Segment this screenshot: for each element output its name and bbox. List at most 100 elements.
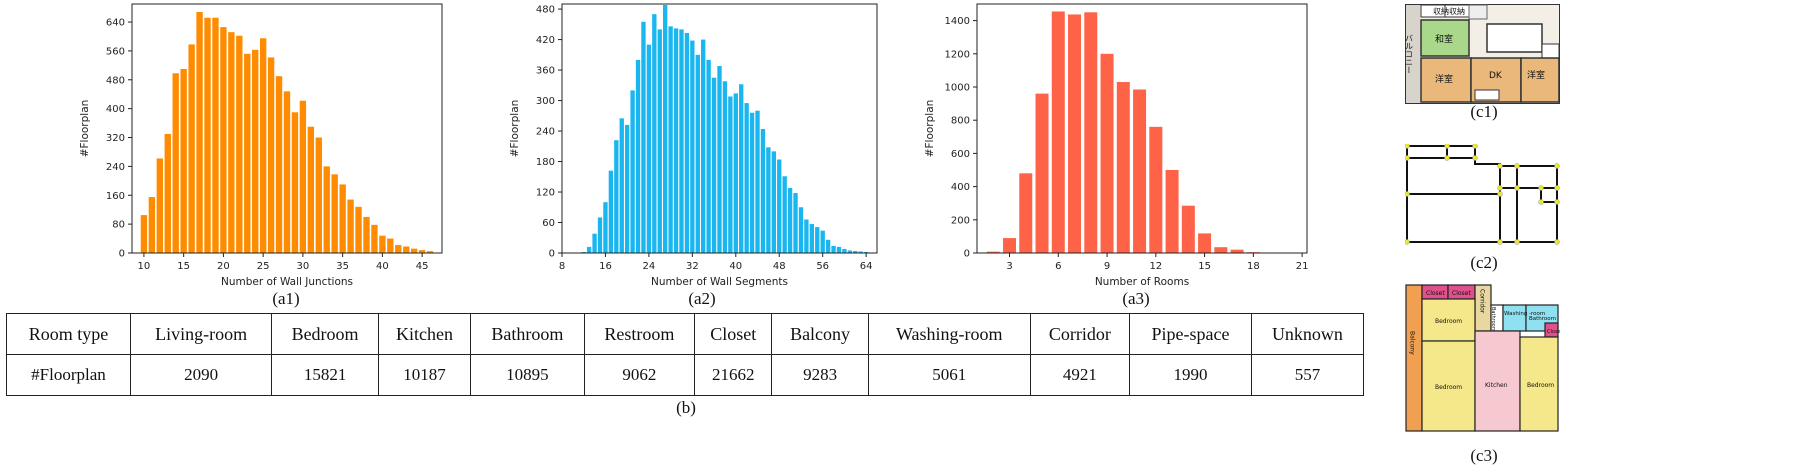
room-label-closet-3: Closet <box>1547 329 1560 335</box>
bar <box>619 118 624 253</box>
bar <box>739 84 744 253</box>
bar <box>1133 89 1147 254</box>
bar <box>673 28 679 253</box>
bar <box>252 49 259 253</box>
bar <box>148 197 156 253</box>
table-header-cell: Closet <box>694 313 773 355</box>
bar <box>809 224 814 253</box>
bar <box>804 219 809 253</box>
bar <box>711 77 717 254</box>
bar <box>395 245 402 253</box>
x-tick-label: 8 <box>559 261 565 272</box>
fp-label-closet-2: 収納 <box>1449 6 1465 16</box>
y-tick-label: 1000 <box>945 83 970 94</box>
floorplan-room-labels: Closet Closet Closet Corridor Washing -r… <box>1405 283 1563 438</box>
caption-b: (b) <box>676 398 696 417</box>
bar <box>371 224 378 253</box>
bar <box>625 124 630 253</box>
y-tick-label: 120 <box>536 188 555 199</box>
fp-label-closet-1: 収納 <box>1433 6 1449 16</box>
y-tick-label: 400 <box>951 182 970 193</box>
fp-label-yoshitsu-1: 洋室 <box>1435 73 1453 85</box>
bar <box>331 174 338 253</box>
bar <box>831 245 836 253</box>
bar <box>355 206 362 253</box>
y-tick-label: 240 <box>106 162 125 173</box>
bar <box>259 38 267 253</box>
bar <box>652 14 657 253</box>
y-tick-label: 420 <box>536 35 555 46</box>
bar <box>815 227 820 253</box>
bar <box>733 93 738 253</box>
bar <box>847 250 853 253</box>
bar <box>586 246 592 253</box>
table-header-cell: Bedroom <box>271 313 379 355</box>
room-label-bedroom-3: Bedroom <box>1527 382 1554 389</box>
x-tick-label: 15 <box>1198 261 1211 272</box>
x-tick-label: 45 <box>416 261 429 272</box>
table-header-cell: Kitchen <box>377 313 472 355</box>
bar <box>275 76 283 253</box>
bar <box>798 207 804 253</box>
bar <box>1181 205 1195 253</box>
x-tick-label: 18 <box>1247 261 1260 272</box>
y-tick-label: 0 <box>964 249 970 260</box>
chart-wall-junctions: 10 15 20 25 30 35 40 45 0 80 160 240 320 400 480 560 640… <box>70 0 450 310</box>
y-tick-label: 0 <box>549 249 555 260</box>
bar <box>244 53 251 253</box>
y-tick-label: 0 <box>119 249 125 260</box>
bar <box>630 90 635 253</box>
bar <box>668 26 673 253</box>
y-tick-label: 240 <box>536 127 555 138</box>
x-tick-label: 24 <box>643 261 656 272</box>
bar <box>307 126 315 253</box>
bar <box>180 68 187 254</box>
bar <box>614 140 619 253</box>
bar <box>1084 12 1098 253</box>
y-tick-label: 180 <box>536 157 555 168</box>
bar <box>291 112 299 253</box>
fp-label-yoshitsu-2: 洋室 <box>1527 69 1545 81</box>
bar <box>172 73 179 253</box>
bar <box>1165 170 1179 253</box>
x-tick-label: 16 <box>599 261 612 272</box>
floorplan-original: 収納 収納 和室 洋室 DK 洋室 バルコニー <box>1404 3 1561 109</box>
table-header-row: Room type Living-room Bedroom Kitchen Ba… <box>6 313 1365 355</box>
bar <box>744 103 749 253</box>
room-label-corridor: Corridor <box>1479 289 1486 314</box>
room-label-balcony: Balcony <box>1409 331 1416 355</box>
plot-frame <box>561 3 878 254</box>
x-tick-label: 12 <box>1149 261 1162 272</box>
bar <box>825 239 831 253</box>
bar <box>1100 53 1114 253</box>
bar <box>679 29 684 253</box>
bar <box>403 246 410 253</box>
bar <box>1116 82 1130 254</box>
bar <box>426 251 434 253</box>
bar <box>793 193 798 253</box>
y-axis-label: #Floorplan <box>79 100 91 158</box>
bar <box>204 17 211 254</box>
room-label-closet-2: Closet <box>1452 290 1471 297</box>
y-tick-label: 60 <box>542 218 555 229</box>
bar <box>760 129 766 253</box>
bar <box>842 248 847 253</box>
bar <box>411 248 418 253</box>
bar <box>363 216 370 253</box>
room-label-bedroom-1: Bedroom <box>1435 318 1462 325</box>
bar <box>863 251 869 253</box>
table-header-cell: Bathroom <box>470 313 585 355</box>
y-tick-label: 300 <box>536 96 555 107</box>
table-cell: 557 <box>1250 354 1365 396</box>
bar <box>777 159 782 253</box>
x-axis-label: Number of Wall Junctions <box>221 276 353 288</box>
caption-c1: (c1) <box>1470 102 1498 121</box>
bar <box>196 11 203 253</box>
y-tick-label: 1200 <box>945 49 970 60</box>
table-header-cell: Pipe-space <box>1129 313 1252 355</box>
fp-label-washitsu: 和室 <box>1435 33 1453 45</box>
bar <box>771 151 776 253</box>
room-type-table: Room type Living-room Bedroom Kitchen Ba… <box>6 313 1365 396</box>
table-cell: 4921 <box>1029 354 1131 396</box>
y-tick-label: 320 <box>106 133 125 144</box>
